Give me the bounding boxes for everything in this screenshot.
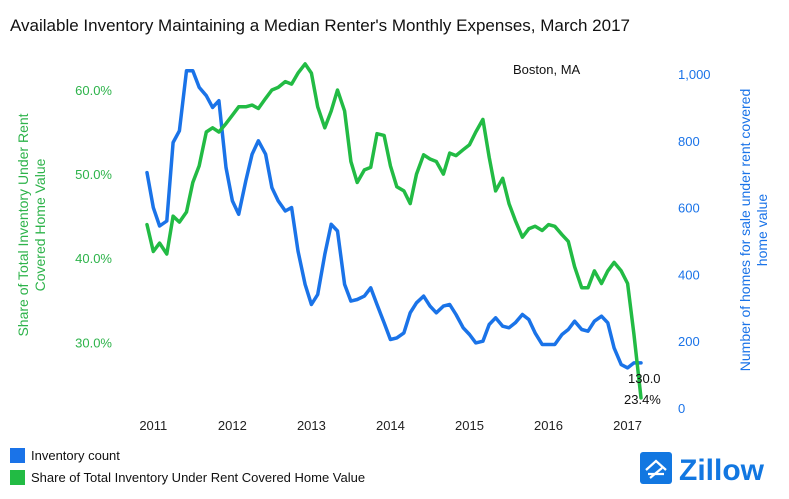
zillow-logo-icon: [640, 452, 672, 484]
right-tick-label: 1,000: [678, 67, 711, 82]
series-line-share: [145, 62, 643, 400]
x-tick-label: 2017: [613, 418, 642, 433]
chart-title: Available Inventory Maintaining a Median…: [10, 16, 630, 35]
right-tick-label: 800: [678, 134, 700, 149]
x-tick-label: 2011: [139, 418, 167, 433]
left-tick-label: 40.0%: [75, 251, 112, 266]
right-tick-label: 0: [678, 401, 685, 416]
data-label-last-share: 23.4%: [624, 392, 661, 407]
legend: Inventory count Share of Total Inventory…: [10, 448, 365, 485]
x-axis-ticks: 2011 2012 2013 2014 2015 2016 2017: [139, 418, 642, 433]
legend-swatch-share: [10, 470, 25, 485]
zillow-logo: Zillow: [640, 452, 765, 487]
x-tick-label: 2012: [218, 418, 247, 433]
series-line-inventory: [145, 68, 643, 370]
left-axis-title-line1: Share of Total Inventory Under Rent: [15, 113, 31, 336]
left-tick-label: 50.0%: [75, 167, 112, 182]
legend-label-share: Share of Total Inventory Under Rent Cove…: [31, 470, 365, 485]
x-tick-label: 2015: [455, 418, 484, 433]
left-axis-ticks: 60.0% 50.0% 40.0% 30.0%: [75, 83, 112, 350]
legend-label-inventory: Inventory count: [31, 448, 120, 463]
right-axis-title-line2: home value: [754, 194, 770, 267]
x-tick-label: 2014: [376, 418, 405, 433]
left-axis-title-line2: Covered Home Value: [32, 158, 48, 291]
right-tick-label: 400: [678, 267, 700, 282]
legend-swatch-inventory: [10, 448, 25, 463]
right-tick-label: 600: [678, 201, 700, 216]
left-tick-label: 60.0%: [75, 83, 112, 98]
chart-annotation-location: Boston, MA: [513, 62, 581, 77]
zillow-wordmark: Zillow: [679, 454, 765, 487]
left-tick-label: 30.0%: [75, 335, 112, 350]
x-tick-label: 2016: [534, 418, 563, 433]
x-tick-label: 2013: [297, 418, 326, 433]
zillow-house-glyph: [645, 459, 667, 479]
series-layer: [145, 62, 643, 400]
data-label-last-inventory: 130.0: [628, 371, 661, 386]
right-axis-title-line1: Number of homes for sale under rent cove…: [737, 89, 753, 371]
right-axis-ticks: 1,000 800 600 400 200 0: [678, 67, 711, 416]
right-tick-label: 200: [678, 334, 700, 349]
